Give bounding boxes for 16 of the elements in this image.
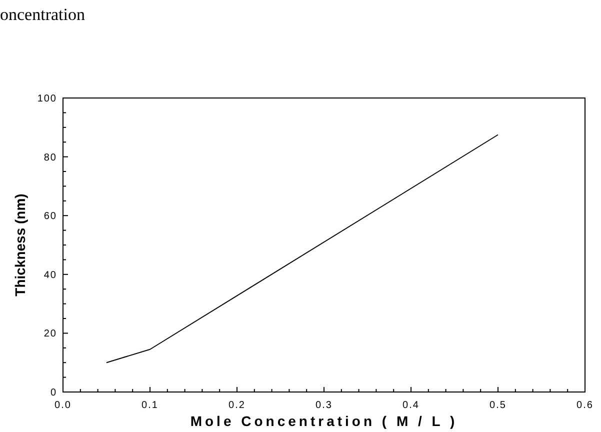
y-tick-label: 20 [44, 328, 57, 340]
x-tick-label: 0.0 [54, 400, 72, 411]
x-tick-label: 0.5 [490, 400, 506, 411]
x-tick-label: 0.6 [576, 400, 594, 411]
x-tick-label: 0.2 [228, 400, 246, 411]
x-axis-title: Mole Concentration ( M / L ) [190, 413, 458, 429]
y-tick-label: 60 [44, 211, 57, 222]
x-tick-label: 0.4 [402, 400, 420, 411]
y-tick-label: 80 [44, 152, 57, 164]
text: oncentration [0, 5, 86, 24]
x-tick-label: 0.3 [316, 400, 332, 411]
y-axis-title: Thickness (nm) [12, 194, 28, 296]
y-tick-label: 40 [44, 270, 57, 281]
x-tick-label: 0.1 [142, 400, 158, 411]
y-tick-label: 0 [50, 388, 57, 398]
y-tick-label: 100 [37, 94, 57, 104]
